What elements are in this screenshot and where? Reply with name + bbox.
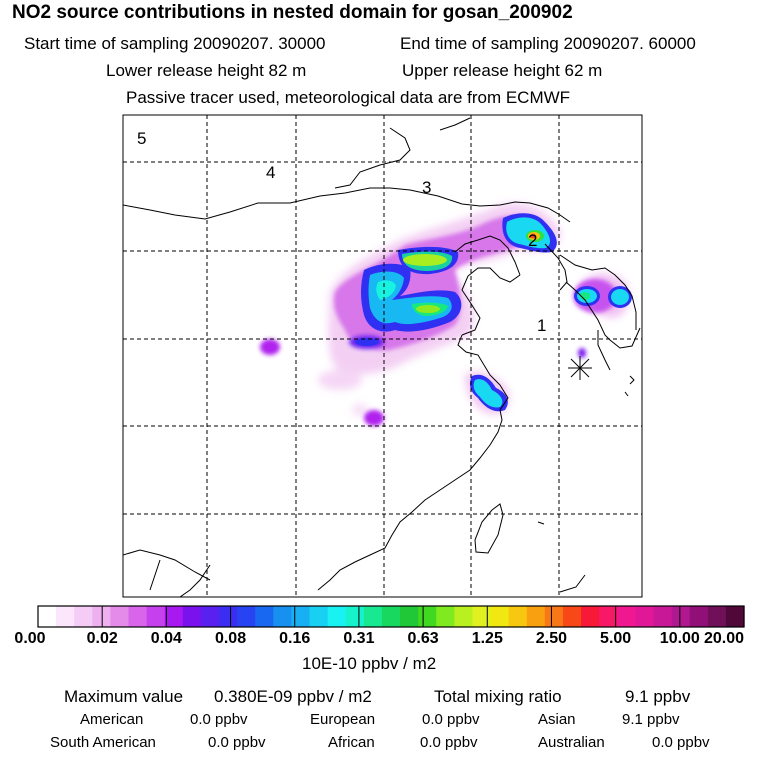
region-label-3: 3 — [422, 178, 431, 197]
colorbar-cells — [37, 606, 745, 627]
colorbar-cell — [508, 606, 528, 627]
colorbar-cell — [418, 606, 437, 627]
end-time: End time of sampling 20090207. 60000 — [400, 34, 696, 53]
source-value-asian: 9.1 ppbv — [622, 711, 680, 728]
colorbar-cell — [671, 606, 691, 627]
taiwan-island — [474, 503, 504, 554]
source-name-asian: Asian — [538, 711, 576, 728]
colorbar-cell — [291, 606, 311, 627]
colorbar-tick-label: 0.00 — [14, 630, 46, 647]
colorbar-cell — [599, 606, 618, 627]
upper-release-height: Upper release height 62 m — [402, 61, 603, 80]
colorbar-cell — [544, 606, 564, 627]
colorbar-cell — [689, 606, 709, 627]
colorbar-cell — [363, 606, 383, 627]
colorbar-cell — [454, 606, 474, 627]
colorbar-cell — [110, 606, 130, 627]
total-mixing-label: Total mixing ratio — [434, 687, 562, 706]
map-frame — [122, 114, 643, 598]
colorbar-cell — [725, 606, 745, 627]
source-value-south-american: 0.0 ppbv — [208, 734, 266, 751]
colorbar-cell — [255, 606, 274, 627]
colorbar-cell — [562, 606, 582, 627]
colorbar-tick-label: 0.08 — [214, 630, 247, 647]
colorbar-cell — [400, 606, 419, 627]
colorbar-cell — [526, 606, 546, 627]
colorbar-tick-label: 1.25 — [471, 630, 503, 647]
colorbar-cell — [635, 606, 655, 627]
japan-coast — [537, 375, 635, 525]
colorbar-tick-label: 0.04 — [150, 630, 182, 647]
colorbar-cell — [472, 606, 492, 627]
colorbar-cell — [92, 606, 112, 627]
colorbar-cell — [200, 606, 220, 627]
colorbar-unit: 10E-10 ppbv / m2 — [302, 654, 437, 673]
colorbar-cell — [164, 606, 184, 627]
max-value-label: Maximum value — [64, 687, 184, 706]
source-name-european: European — [310, 711, 376, 728]
colorbar-cell — [38, 606, 57, 627]
colorbar-cell — [436, 606, 455, 627]
colorbar-cell — [653, 606, 673, 627]
source-name-african: African — [328, 734, 375, 751]
colorbar-tick-label: 2.50 — [535, 630, 568, 647]
colorbar-cell — [237, 606, 256, 627]
colorbar-tick-label: 0.02 — [86, 630, 118, 647]
colorbar-cell — [345, 606, 365, 627]
concentration-high — [355, 213, 632, 412]
receptor-star-icon — [568, 356, 592, 380]
colorbar-cell — [381, 606, 401, 627]
colorbar-cell — [273, 606, 293, 627]
total-mixing-value: 9.1 ppbv — [625, 687, 691, 706]
colorbar-cell — [182, 606, 202, 627]
colorbar-frame — [37, 605, 745, 628]
start-time: Start time of sampling 20090207. 30000 — [24, 34, 326, 53]
tracer-note: Passive tracer used, meteorological data… — [126, 88, 571, 107]
source-name-american: American — [80, 711, 144, 728]
colorbar-cell — [146, 606, 166, 627]
colorbar-cell — [309, 606, 329, 627]
colorbar-cell — [490, 606, 510, 627]
colorbar-cell — [617, 606, 636, 627]
colorbar-cell — [128, 606, 148, 627]
source-name-south-american: South American — [50, 734, 156, 751]
colorbar-tick-label: 5.00 — [600, 630, 632, 647]
source-value-european: 0.0 ppbv — [422, 711, 480, 728]
colorbar-tick-label: 10.00 — [659, 630, 700, 647]
colorbar-cell — [707, 606, 727, 627]
colorbar-tick-label: 0.31 — [343, 630, 375, 647]
source-value-american: 0.0 ppbv — [190, 711, 248, 728]
colorbar-cell — [581, 606, 600, 627]
colorbar-cell — [219, 606, 238, 627]
colorbar-tick-label: 0.63 — [407, 630, 439, 647]
colorbar-cell — [327, 606, 347, 627]
map-title: NO2 source contributions in nested domai… — [12, 2, 573, 23]
colorbar-cell — [74, 606, 93, 627]
max-value: 0.380E-09 ppbv / m2 — [214, 687, 372, 706]
colorbar-cell — [56, 606, 75, 627]
region-label-4: 4 — [266, 163, 275, 182]
source-name-australian: Australian — [538, 734, 605, 751]
lat-lon-grid — [123, 115, 642, 597]
lower-release-height: Lower release height 82 m — [106, 61, 307, 80]
region-label-1: 1 — [537, 316, 546, 335]
region-label-2: 2 — [528, 231, 537, 250]
colorbar-tick-label: 0.16 — [279, 630, 311, 647]
source-value-australian: 0.0 ppbv — [652, 734, 710, 751]
colorbar-tick-label: 20.00 — [703, 630, 745, 647]
source-value-african: 0.0 ppbv — [420, 734, 478, 751]
region-label-5: 5 — [137, 129, 146, 148]
